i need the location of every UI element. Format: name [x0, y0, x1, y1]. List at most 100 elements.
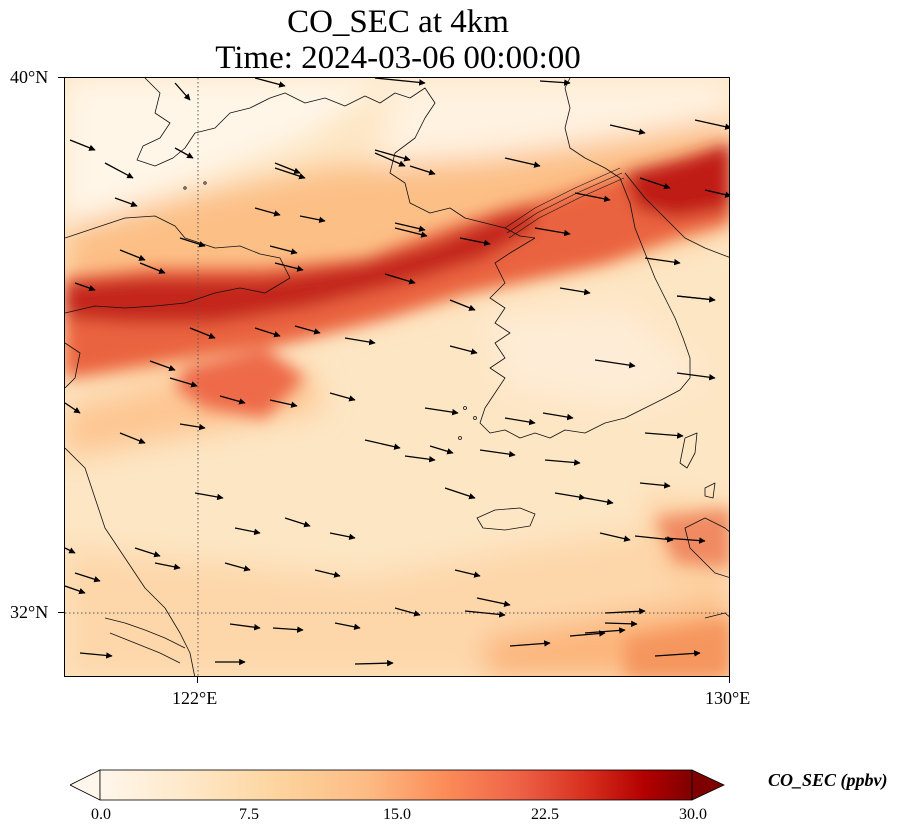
- wind-arrow: [254, 327, 281, 338]
- wind-arrow: [234, 527, 261, 536]
- wind-arrow: [504, 417, 536, 426]
- wind-arrow: [504, 157, 541, 168]
- colorbar: [70, 769, 725, 801]
- wind-arrow: [189, 327, 216, 339]
- wind-arrow: [119, 432, 146, 444]
- wind-arrow: [584, 497, 614, 506]
- wind-arrow: [65, 402, 81, 414]
- wind-arrow: [374, 149, 411, 162]
- colorbar-tick-3: 22.5: [531, 806, 559, 823]
- wind-arrow: [639, 482, 671, 489]
- wind-arrow: [254, 207, 281, 217]
- wind-arrow: [664, 537, 706, 544]
- wind-arrow: [179, 423, 206, 431]
- wind-arrow: [676, 295, 716, 303]
- wind-arrow: [539, 79, 571, 86]
- co-concentration-field: [65, 78, 729, 676]
- wind-arrow: [69, 139, 96, 151]
- wind-arrow: [454, 569, 481, 578]
- wind-arrow: [65, 585, 86, 595]
- wind-arrow: [604, 608, 646, 615]
- wind-arrow: [149, 360, 176, 372]
- wind-arrow: [634, 535, 674, 543]
- lat-tick-mark-32: [58, 612, 64, 613]
- wind-arrow: [269, 245, 298, 255]
- wind-arrow: [542, 412, 574, 421]
- wind-arrow: [224, 562, 251, 572]
- wind-arrow: [274, 162, 301, 174]
- wind-arrow: [219, 395, 246, 405]
- wind-arrow: [134, 547, 161, 558]
- wind-arrow: [374, 152, 406, 167]
- lat-tick-label-32: 32°N: [10, 602, 49, 622]
- wind-arrow: [509, 640, 551, 647]
- wind-arrow: [574, 192, 611, 203]
- wind-arrow: [74, 282, 96, 292]
- wind-arrow: [604, 620, 638, 628]
- wind-arrow: [464, 610, 506, 618]
- wind-arrow: [544, 459, 581, 466]
- wind-arrow: [704, 189, 729, 198]
- wind-arrow: [609, 124, 646, 135]
- wind-arrow: [104, 162, 134, 179]
- wind-arrow: [534, 227, 571, 237]
- wind-arrow: [599, 532, 631, 542]
- wind-arrow: [364, 439, 401, 450]
- wind-arrow: [449, 299, 476, 311]
- wind-arrow: [676, 372, 716, 381]
- wind-arrow: [194, 492, 224, 501]
- lon-tick-label-130: 130°E: [705, 688, 751, 708]
- lat-tick-label-40: 40°N: [10, 67, 49, 87]
- wind-arrow: [554, 492, 586, 501]
- map-panel: [64, 77, 730, 677]
- wind-arrow: [114, 197, 138, 208]
- wind-arrow: [479, 449, 516, 458]
- map-title-line-1: CO_SEC at 4km: [287, 4, 509, 40]
- wind-arrow: [65, 547, 76, 554]
- gridlines: [65, 78, 729, 676]
- wind-arrow: [79, 652, 113, 659]
- wind-arrow: [374, 78, 426, 86]
- wind-arrow: [644, 432, 684, 439]
- wind-arrow: [459, 237, 491, 247]
- wind-arrow: [594, 359, 636, 369]
- wind-arrow: [274, 262, 304, 272]
- colorbar-label: CO_SEC (ppbv): [768, 770, 888, 790]
- colorbar-tick-1: 7.5: [239, 806, 259, 823]
- wind-arrow: [694, 119, 729, 130]
- wind-arrow: [299, 215, 326, 224]
- wind-arrow: [284, 517, 311, 528]
- colorbar-extend-max: [691, 769, 725, 801]
- lon-tick-mark-122: [197, 677, 198, 683]
- wind-arrow: [154, 562, 181, 571]
- lon-tick-mark-130: [729, 677, 730, 683]
- wind-arrow: [394, 222, 426, 232]
- wind-arrow: [584, 627, 626, 634]
- wind-arrow: [274, 167, 306, 180]
- wind-arrow: [644, 257, 681, 266]
- wind-arrow: [449, 345, 478, 355]
- wind-arrow: [254, 78, 286, 88]
- wind-arrow: [294, 325, 321, 335]
- colorbar-tick-4: 30.0: [679, 806, 707, 823]
- wind-arrow: [334, 622, 361, 631]
- wind-arrow: [179, 237, 206, 248]
- wind-arrow: [404, 455, 436, 463]
- wind-arrow: [476, 597, 511, 607]
- wind-arrow: [394, 227, 428, 238]
- colorbar-tick-2: 15.0: [383, 806, 411, 823]
- wind-arrow: [444, 487, 476, 500]
- wind-arrow: [569, 630, 606, 637]
- wind-arrow: [559, 287, 591, 296]
- wind-arrow: [269, 399, 298, 408]
- wind-arrow: [429, 445, 454, 455]
- colorbar-extend-min: [70, 769, 101, 801]
- coastlines: [65, 78, 729, 676]
- wind-arrow: [394, 607, 421, 617]
- wind-arrow: [329, 532, 356, 541]
- colorbar-tick-0: 0.0: [91, 806, 111, 823]
- wind-arrow: [169, 377, 198, 388]
- wind-arrow: [654, 650, 701, 657]
- colorbar-gradient: [99, 769, 693, 801]
- wind-arrow: [639, 177, 671, 190]
